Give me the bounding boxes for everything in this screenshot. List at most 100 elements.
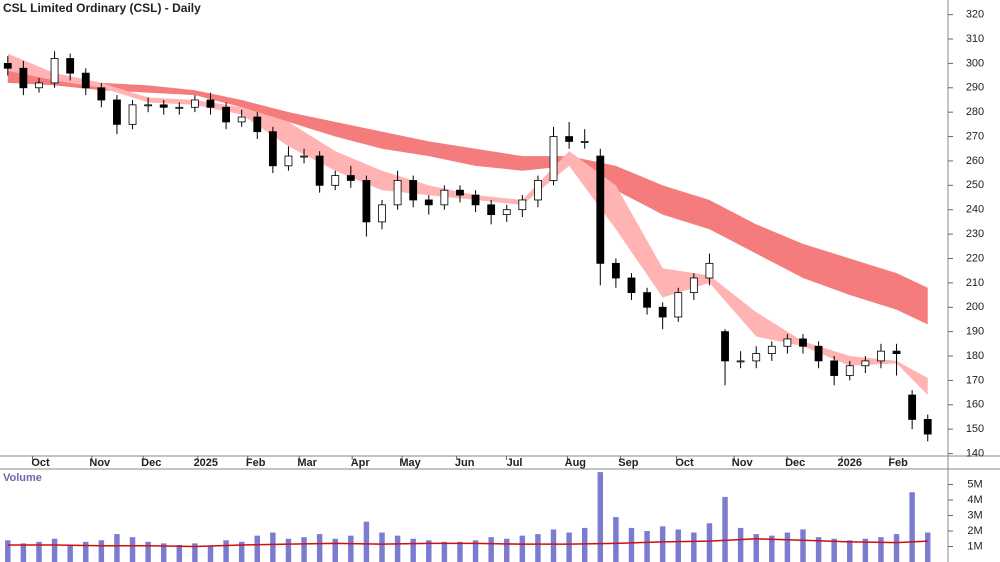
volume-bar [909, 492, 915, 562]
candle-body [923, 419, 932, 435]
candle-body [502, 209, 511, 215]
candle-body [222, 106, 230, 123]
candle-body [565, 136, 574, 142]
y-tick-label: 200 [966, 301, 984, 313]
y-tick-label: 170 [966, 374, 984, 386]
y-tick-label: 5M [967, 478, 982, 490]
volume-bar [862, 538, 869, 562]
volume-bar [488, 537, 494, 562]
volume-bar [815, 537, 822, 562]
candle-body [705, 262, 714, 279]
y-tick-label: 270 [966, 130, 984, 142]
volume-bar [472, 540, 479, 562]
candle-body [378, 204, 386, 223]
x-tick-label: Oct [31, 457, 50, 469]
volume-bar [176, 544, 183, 562]
candle-body [362, 180, 371, 223]
volume-title: Volume [3, 472, 42, 484]
y-tick-label: 160 [966, 399, 984, 411]
volume-bar [535, 534, 541, 562]
x-tick-label: Mar [297, 457, 317, 469]
candle-body [658, 306, 667, 318]
candle-body [253, 116, 262, 133]
volume-bar [613, 517, 619, 562]
volume-bar [192, 543, 198, 562]
candle-body [206, 99, 215, 108]
x-tick-label: Jun [455, 457, 475, 469]
candle-body [721, 331, 729, 362]
candle-body [767, 345, 776, 354]
x-tick-label: Oct [675, 457, 694, 469]
candle-body [674, 292, 683, 318]
y-tick-label: 310 [966, 33, 984, 45]
volume-bar [51, 538, 58, 562]
candle-body [66, 58, 75, 74]
x-tick-label: Dec [785, 457, 805, 469]
volume-bar [457, 541, 463, 562]
volume-bar [753, 534, 759, 562]
candle-body [19, 67, 28, 89]
candle-body [3, 63, 12, 69]
y-tick-label: 4M [967, 494, 982, 506]
volume-bar [706, 523, 713, 562]
y-tick-label: 260 [966, 155, 984, 167]
volume-bar [83, 541, 89, 562]
candle-body [892, 350, 901, 354]
y-tick-label: 320 [966, 9, 984, 21]
candle-body [346, 175, 355, 181]
volume-bar [36, 541, 42, 562]
candle-body [35, 82, 43, 89]
x-tick-label: Nov [89, 457, 111, 469]
volume-bar [426, 540, 432, 562]
volume-bar [379, 532, 385, 562]
volume-bar [316, 534, 323, 562]
x-tick-label: Feb [888, 457, 908, 469]
y-tick-label: 210 [966, 277, 984, 289]
x-tick-label: Feb [246, 457, 266, 469]
y-tick-label: 150 [966, 423, 984, 435]
x-tick-label: May [399, 457, 421, 469]
candle-body [128, 104, 137, 125]
candle-body [300, 155, 308, 158]
volume-bar [285, 538, 292, 562]
candle-body [799, 338, 807, 347]
candle-body [908, 394, 917, 420]
x-tick-label: Aug [565, 457, 586, 469]
volume-bar [847, 540, 853, 562]
volume-bar [784, 532, 791, 562]
volume-bar [20, 543, 27, 562]
volume-bar [114, 534, 120, 562]
candle-body [456, 189, 464, 196]
volume-bar [519, 535, 526, 562]
volume-bar [659, 526, 666, 562]
candle-body [113, 99, 121, 125]
volume-bar [129, 537, 136, 562]
x-tick-label: Dec [141, 457, 161, 469]
x-tick-label: Sep [618, 457, 638, 469]
y-tick-label: 190 [966, 326, 984, 338]
volume-bar [410, 538, 416, 562]
volume-bar [504, 538, 510, 562]
candle-body [611, 262, 620, 279]
candle-body [190, 99, 199, 108]
y-tick-label: 240 [966, 204, 984, 216]
volume-bar [644, 531, 650, 562]
candle-body [643, 292, 651, 308]
volume-bar [597, 472, 604, 562]
x-tick-label: 2026 [838, 457, 862, 469]
volume-bar [207, 546, 214, 562]
candle-body [393, 180, 402, 206]
y-tick-label: 290 [966, 82, 984, 94]
volume-bar [67, 544, 73, 562]
candle-body [175, 106, 184, 109]
volume-bar [925, 532, 931, 562]
candle-body [549, 136, 558, 181]
candle-body [331, 175, 340, 186]
y-tick-label: 230 [966, 228, 984, 240]
volume-bar [722, 496, 728, 562]
candle-body [315, 155, 324, 186]
chart-title: CSL Limited Ordinary (CSL) - Daily [3, 1, 201, 15]
candle-body [861, 360, 870, 367]
candle-body [518, 199, 527, 211]
